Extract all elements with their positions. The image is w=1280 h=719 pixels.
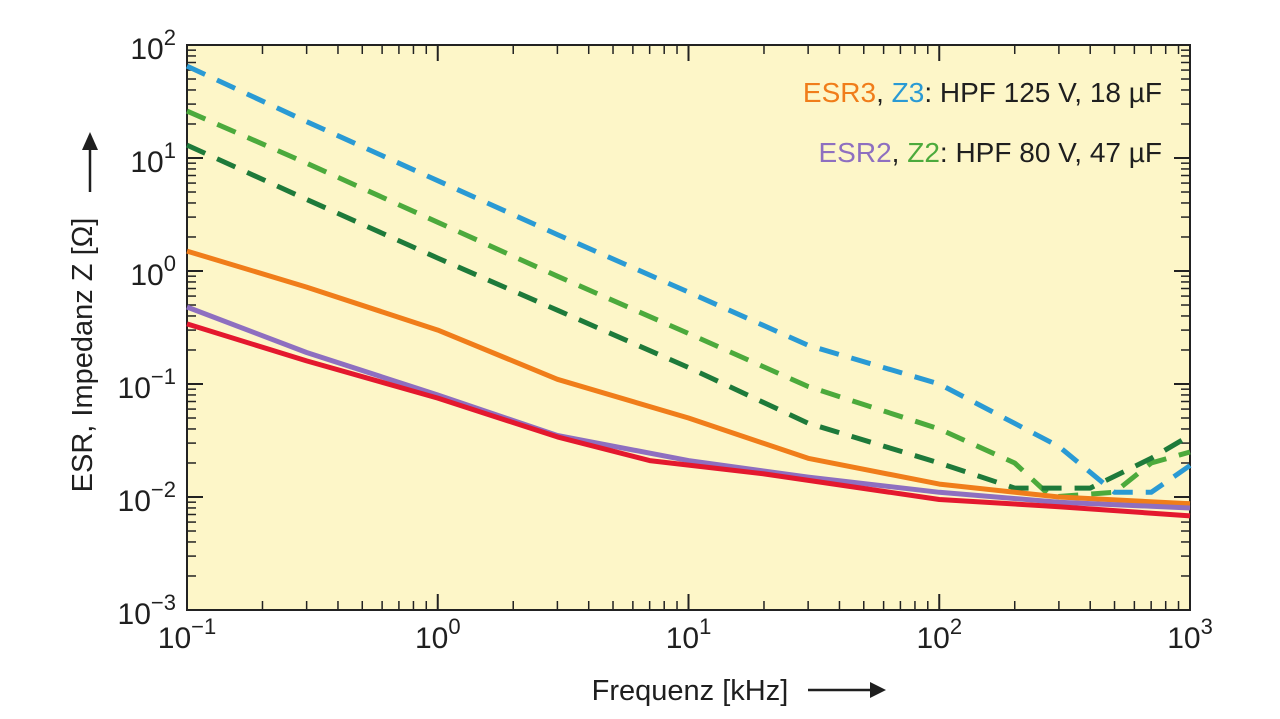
- x-tick-label: 102: [916, 614, 962, 655]
- series-line-z3: [185, 63, 1192, 495]
- y-tick-label: 101: [130, 138, 176, 179]
- x-axis-arrow: [808, 682, 886, 698]
- y-tick-label: 10−3: [118, 590, 176, 631]
- series-group: [185, 63, 1192, 519]
- y-tick-label: 100: [130, 251, 176, 292]
- series-line-esr3: [186, 248, 1191, 507]
- plot-background: [186, 44, 1191, 611]
- series-line-unlabeled-2: [185, 142, 1192, 491]
- series-line-unlabeled-5: [186, 321, 1191, 519]
- y-tick-label: 102: [130, 25, 176, 66]
- x-tick-labels: 10−1 100 101 102 103: [158, 614, 1213, 655]
- series-line-esr2: [186, 304, 1191, 511]
- y-axis-arrow: [82, 132, 98, 192]
- y-axis-label: ESR, Impedanz Z [Ω]: [67, 218, 99, 493]
- x-tick-label: 103: [1167, 614, 1213, 655]
- y-tick-label: 10−1: [118, 364, 176, 405]
- x-axis-label: Frequenz [kHz]: [592, 675, 789, 707]
- legend-entry: ESR3, Z3: HPF 125 V, 18 µF: [803, 77, 1162, 108]
- x-tick-label: 100: [415, 614, 461, 655]
- legend: ESR3, Z3: HPF 125 V, 18 µF ESR2, Z2: HPF …: [803, 77, 1162, 168]
- legend-entry: ESR2, Z2: HPF 80 V, 47 µF: [819, 137, 1163, 168]
- major-ticks: [186, 44, 1191, 611]
- x-tick-label: 10−1: [158, 614, 216, 655]
- y-tick-labels: 10−3 10−2 10−1 100 101 102: [118, 25, 176, 631]
- minor-ticks: [187, 45, 1190, 610]
- x-tick-label: 101: [666, 614, 712, 655]
- series-line-z2: [186, 108, 1191, 500]
- y-tick-label: 10−2: [118, 477, 176, 518]
